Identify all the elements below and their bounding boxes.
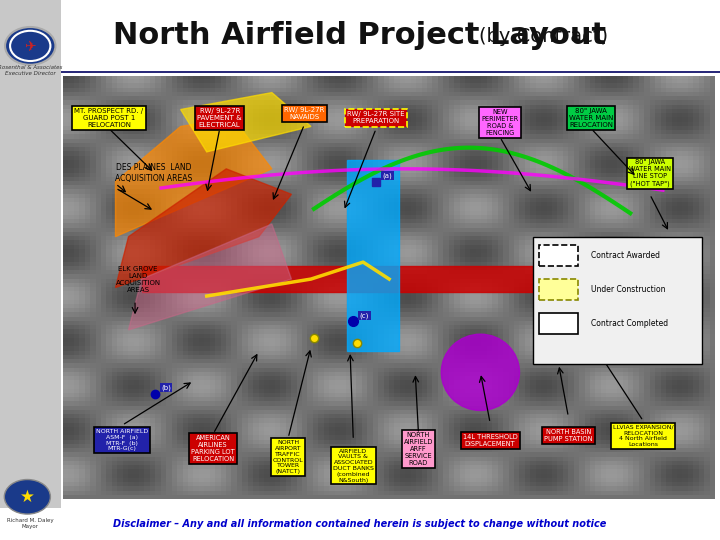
Text: RW/ 9L-27R
PAVEMENT &
ELECTRICAL: RW/ 9L-27R PAVEMENT & ELECTRICAL	[197, 108, 242, 128]
Circle shape	[5, 27, 55, 65]
Text: NORTH AIRFIELD
ASM-F  (a)
MTR-F  (b)
MTR-G(c): NORTH AIRFIELD ASM-F (a) MTR-F (b) MTR-G…	[96, 429, 148, 451]
Bar	[0, 508, 720, 540]
Text: North Airfield Project Layout: North Airfield Project Layout	[114, 21, 606, 50]
Text: Contract Awarded: Contract Awarded	[591, 251, 660, 260]
Text: 80" JAWA
WATER MAIN
RELOCATION: 80" JAWA WATER MAIN RELOCATION	[569, 108, 613, 128]
Text: NORTH
AIRFIELD
ARFF
SERVICE
ROAD: NORTH AIRFIELD ARFF SERVICE ROAD	[404, 431, 433, 465]
Bar	[539, 266, 636, 292]
Bar	[630, 271, 670, 287]
Text: RW/ 9L-27R
NAVAIDS: RW/ 9L-27R NAVAIDS	[284, 107, 325, 120]
Text: MT. PROSPECT RD. /
GUARD POST 1
RELOCATION: MT. PROSPECT RD. / GUARD POST 1 RELOCATI…	[74, 108, 143, 128]
Text: RW/ 9L-27R SITE
PREPARATION: RW/ 9L-27R SITE PREPARATION	[347, 111, 405, 125]
Polygon shape	[115, 118, 272, 237]
Bar	[533, 237, 702, 364]
Bar	[142, 266, 546, 292]
Bar	[539, 313, 578, 334]
Text: Rosenthal & Associates
Executive Director: Rosenthal & Associates Executive Directo…	[0, 65, 63, 76]
Text: AIRFIELD
VAULTS &
ASSOCIATED
DUCT BANKS
(combined
N&South): AIRFIELD VAULTS & ASSOCIATED DUCT BANKS …	[333, 449, 374, 483]
Text: Under Construction: Under Construction	[591, 285, 666, 294]
Bar	[539, 245, 578, 266]
Bar	[347, 160, 399, 351]
Text: LLVIAS EXPANSION/
RELOCATION
4 North Airfield
Locations: LLVIAS EXPANSION/ RELOCATION 4 North Air…	[613, 425, 674, 447]
Ellipse shape	[441, 334, 520, 410]
Polygon shape	[115, 169, 292, 287]
Bar	[61, 71, 720, 73]
Text: Richard M. Daley
Mayor: Richard M. Daley Mayor	[7, 518, 53, 529]
Bar	[0, 0, 61, 508]
Text: 80" JAWA
WATER MAIN
LINE STOP
("HOT TAP"): 80" JAWA WATER MAIN LINE STOP ("HOT TAP"…	[629, 159, 671, 187]
Circle shape	[4, 480, 50, 514]
Text: ELK GROVE
LAND
ACQUISITION
AREAS: ELK GROVE LAND ACQUISITION AREAS	[115, 266, 161, 293]
Polygon shape	[129, 224, 292, 330]
Text: AMERICAN
AIRLINES
PARKING LOT
RELOCATION: AMERICAN AIRLINES PARKING LOT RELOCATION	[192, 435, 235, 462]
Text: 14L THRESHOLD
DISPLACEMENT: 14L THRESHOLD DISPLACEMENT	[463, 434, 518, 447]
Bar	[539, 279, 578, 300]
Text: (c): (c)	[360, 312, 369, 319]
Text: NORTH
AIRPORT
TRAFFIC
CONTROL
TOWER
(NATCT): NORTH AIRPORT TRAFFIC CONTROL TOWER (NAT…	[273, 440, 304, 474]
Polygon shape	[181, 92, 311, 152]
Text: (a): (a)	[382, 172, 392, 179]
Text: ★: ★	[20, 488, 35, 506]
Text: (by Contract): (by Contract)	[479, 26, 608, 46]
Text: Disclaimer – Any and all information contained herein is subject to change witho: Disclaimer – Any and all information con…	[113, 519, 607, 529]
Text: NEW
PERIMETER
ROAD &
FENCING: NEW PERIMETER ROAD & FENCING	[481, 109, 518, 136]
Text: (b): (b)	[161, 384, 171, 391]
Text: DES PLAINES  LAND
ACQUISITION AREAS: DES PLAINES LAND ACQUISITION AREAS	[115, 164, 193, 183]
Text: NORTH BASIN
PUMP STATION: NORTH BASIN PUMP STATION	[544, 429, 593, 442]
Bar	[61, 0, 720, 65]
Text: Contract Completed: Contract Completed	[591, 319, 668, 328]
Text: ✈: ✈	[24, 39, 36, 53]
